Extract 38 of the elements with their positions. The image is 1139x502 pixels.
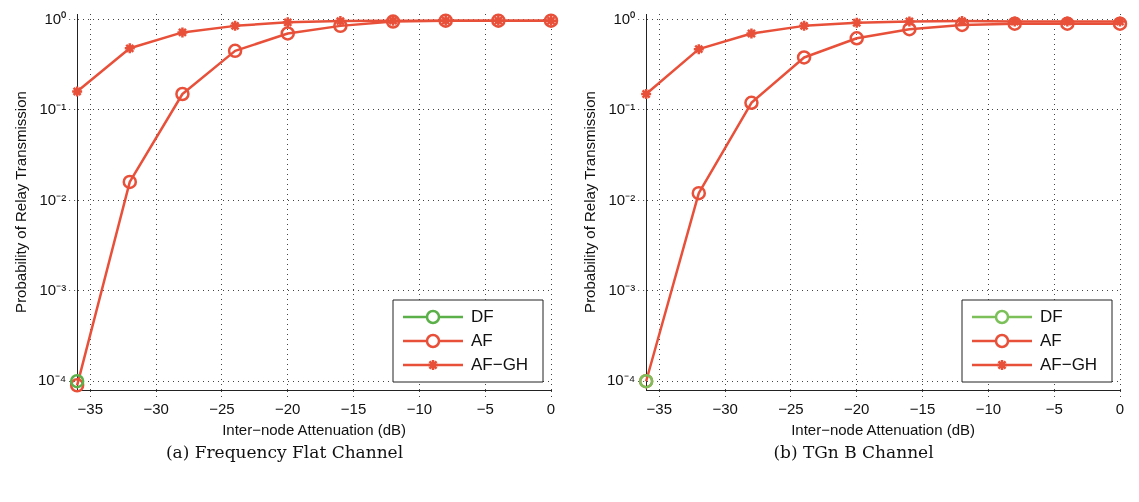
y-tick-label: 10⁻² (38, 190, 66, 208)
legend-label: DF (470, 306, 494, 326)
x-tick-label: −25 (208, 400, 235, 418)
text: (b) TGn B Channel (773, 442, 934, 462)
x-tick-label: 0 (1115, 400, 1124, 418)
y-tick-label: 10⁻² (607, 190, 635, 208)
x-tick-label: −20 (274, 400, 300, 418)
y-axis-title: Probability of Relay Transmission (580, 91, 598, 313)
legend-label: AF−GH (1039, 354, 1097, 374)
y-tick-label: 10⁻¹ (607, 100, 635, 118)
text: (a) Frequency Flat Channel (165, 442, 404, 462)
y-tick-label: 10⁻⁴ (606, 371, 635, 389)
x-tick-label: −15 (340, 400, 366, 418)
y-tick-label: 10⁻³ (607, 280, 635, 298)
x-tick-label: −30 (142, 400, 169, 418)
y-tick-label: 10⁰ (43, 9, 66, 27)
x-tick-label: −10 (975, 400, 1001, 418)
x-tick-label: −30 (711, 400, 738, 418)
x-axis-title: Inter−node Attenuation (dB) (221, 421, 406, 439)
x-tick-label: −5 (476, 400, 494, 418)
x-tick-label: −35 (646, 400, 672, 418)
y-tick-label: 10⁻¹ (38, 100, 66, 118)
legend-label: AF (470, 330, 493, 350)
x-tick-label: 0 (546, 400, 555, 418)
y-tick-label: 10⁻⁴ (37, 371, 66, 389)
legend-label: AF−GH (470, 354, 528, 374)
y-tick-label: 10⁰ (612, 9, 635, 27)
x-tick-label: −20 (843, 400, 869, 418)
x-tick-label: −35 (77, 400, 103, 418)
y-axis-title: Probability of Relay Transmission (11, 91, 29, 313)
legend-label: AF (1039, 330, 1062, 350)
x-tick-label: −10 (406, 400, 432, 418)
x-tick-label: −25 (777, 400, 804, 418)
legend-label: DF (1039, 306, 1063, 326)
x-tick-label: −15 (909, 400, 935, 418)
y-tick-label: 10⁻³ (38, 280, 66, 298)
x-axis-title: Inter−node Attenuation (dB) (790, 421, 975, 439)
x-tick-label: −5 (1045, 400, 1063, 418)
